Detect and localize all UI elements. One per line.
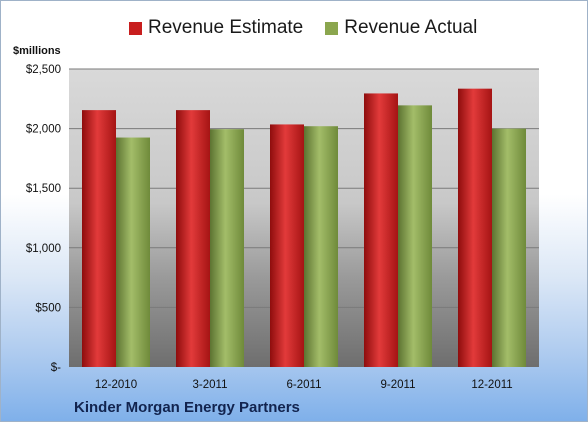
x-tick-label: 3-2011 xyxy=(193,379,228,391)
bar-revenue-actual xyxy=(116,137,150,367)
bar-revenue-estimate xyxy=(82,110,116,368)
x-tick-label: 12-2010 xyxy=(95,379,137,391)
bar-revenue-actual xyxy=(398,105,432,367)
bar-revenue-actual xyxy=(304,126,338,367)
legend-label-actual: Revenue Actual xyxy=(344,17,478,38)
bar-revenue-actual xyxy=(492,128,526,367)
bars xyxy=(82,88,526,368)
bar-revenue-estimate xyxy=(458,88,492,367)
y-tick-labels: $- $500 $1,000 $1,500 $2,000 $2,500 xyxy=(26,64,61,374)
legend-swatch-actual xyxy=(325,21,339,35)
legend-swatch-estimate xyxy=(129,21,142,35)
bar-revenue-estimate xyxy=(270,124,304,367)
x-tick-label: 6-2011 xyxy=(287,379,322,391)
legend-label-estimate: Revenue Estimate xyxy=(148,17,304,38)
company-name: Kinder Morgan Energy Partners xyxy=(74,399,300,416)
x-tick-labels: 12-2010 3-2011 6-2011 9-2011 12-2011 xyxy=(95,379,513,391)
bar-revenue-estimate xyxy=(364,93,398,367)
x-tick-label: 12-2011 xyxy=(471,379,512,391)
units-label: $millions xyxy=(13,45,61,57)
y-tick-label: $2,500 xyxy=(26,64,61,76)
y-tick-label: $1,500 xyxy=(26,183,61,195)
y-tick-label: $2,000 xyxy=(26,124,61,136)
y-tick-label: $1,000 xyxy=(26,243,61,255)
legend-item-actual: Revenue Actual xyxy=(325,17,477,39)
bar-revenue-estimate xyxy=(176,110,210,368)
y-tick-label: $- xyxy=(51,362,61,374)
legend-item-estimate: Revenue Estimate xyxy=(129,17,303,39)
x-tick-label: 9-2011 xyxy=(381,379,416,391)
legend: Revenue Estimate Revenue Actual xyxy=(129,17,477,39)
bar-revenue-actual xyxy=(210,129,244,367)
y-tick-label: $500 xyxy=(35,302,61,314)
